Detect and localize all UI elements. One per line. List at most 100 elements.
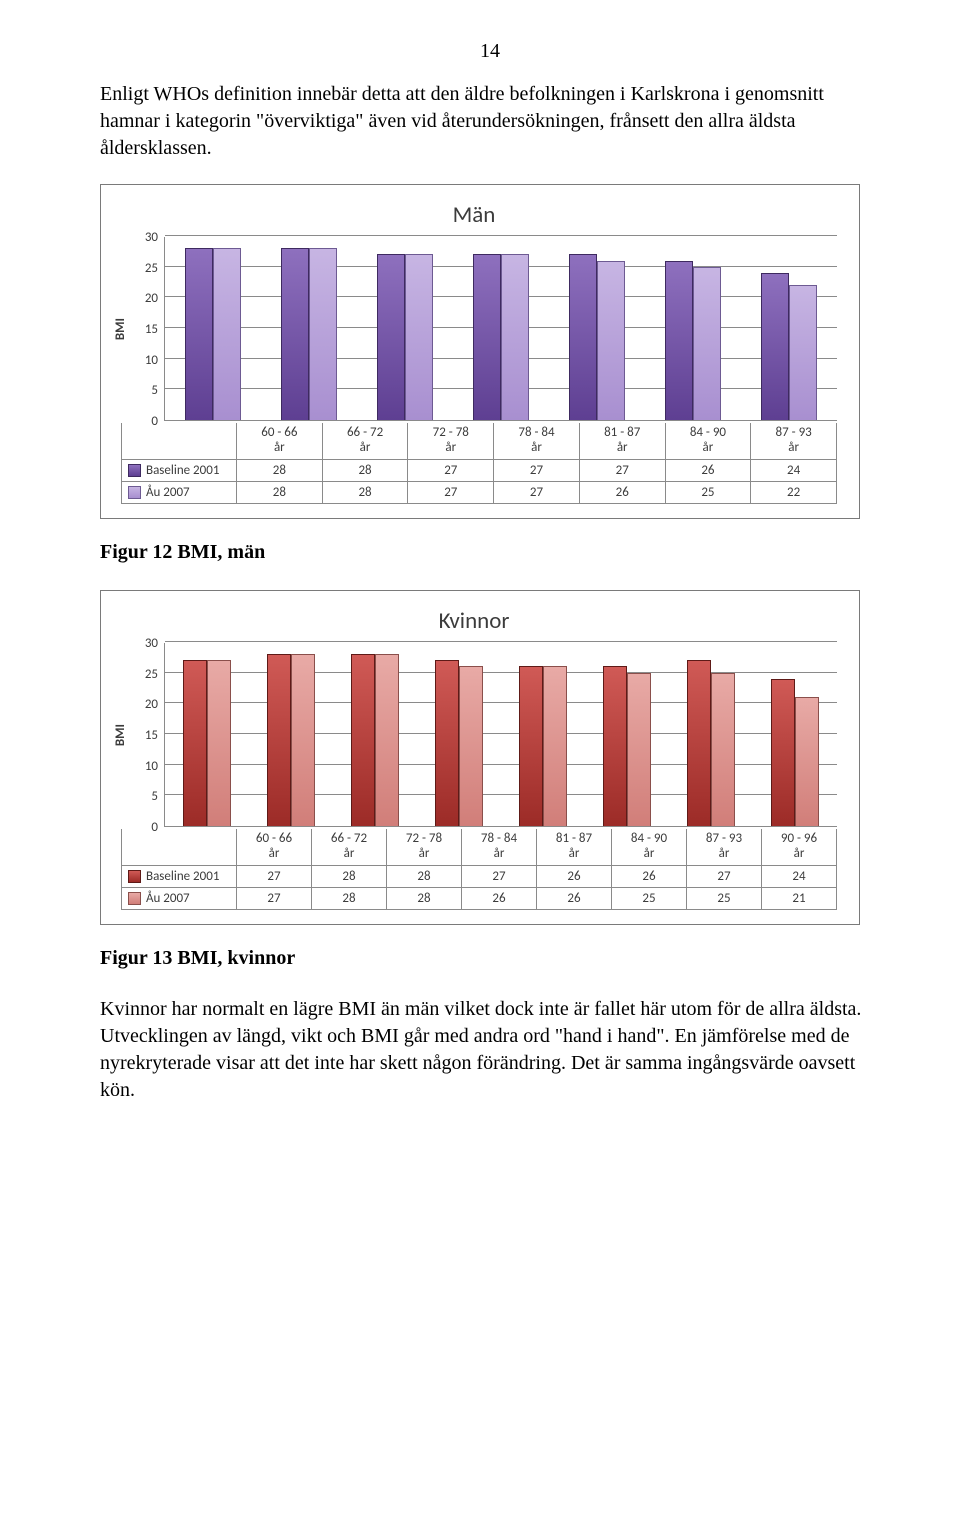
- data-cell: 26: [666, 460, 752, 482]
- bar: [267, 654, 291, 826]
- bar: [377, 254, 405, 420]
- series-label: Åu 2007: [146, 485, 190, 500]
- data-cell: 87 - 93 år: [751, 423, 837, 460]
- bar-group: [333, 654, 417, 826]
- bar-group: [453, 254, 549, 420]
- data-cell: 81 - 87 år: [537, 829, 612, 866]
- data-cell: 28: [323, 482, 409, 504]
- data-cell: 24: [762, 866, 837, 888]
- bar-group: [261, 248, 357, 420]
- data-cell: 25: [666, 482, 752, 504]
- bar: [627, 673, 651, 826]
- legend-swatch: [128, 870, 141, 883]
- figure-12-caption: Figur 12 BMI, män: [100, 541, 880, 564]
- bar: [665, 261, 693, 420]
- data-cell: 27: [580, 460, 666, 482]
- data-cell: 28: [237, 482, 323, 504]
- data-cell: 27: [494, 482, 580, 504]
- data-cell: 81 - 87 år: [580, 423, 666, 460]
- bar: [207, 660, 231, 826]
- bar-group: [357, 254, 453, 420]
- bar: [435, 660, 459, 826]
- data-cell: 87 - 93 år: [687, 829, 762, 866]
- bar-group: [741, 273, 837, 420]
- bar: [795, 697, 819, 826]
- data-cell: 72 - 78 år: [387, 829, 462, 866]
- page-number: 14: [100, 40, 880, 63]
- paragraph-intro: Enligt WHOs definition innebär detta att…: [100, 81, 880, 162]
- series-label: Baseline 2001: [146, 869, 219, 884]
- series-label: Baseline 2001: [146, 463, 219, 478]
- bar: [351, 654, 375, 826]
- data-cell: 26: [612, 866, 687, 888]
- bar: [281, 248, 309, 420]
- chart-women-ylabel: BMI: [111, 724, 130, 746]
- data-cell: 28: [237, 460, 323, 482]
- data-cell: 27: [462, 866, 537, 888]
- bar-group: [165, 248, 261, 420]
- data-cell: Åu 2007: [121, 888, 237, 910]
- legend-swatch: [128, 464, 141, 477]
- chart-women-yaxis: 302520151050: [130, 643, 164, 827]
- data-cell: 28: [387, 888, 462, 910]
- bar: [771, 679, 795, 826]
- data-cell: 72 - 78 år: [408, 423, 494, 460]
- bar: [213, 248, 241, 420]
- data-cell: Åu 2007: [121, 482, 237, 504]
- data-cell: 25: [687, 888, 762, 910]
- chart-men-data-grid: 60 - 66 år66 - 72 år72 - 78 år78 - 84 år…: [121, 423, 837, 504]
- bar: [185, 248, 213, 420]
- bar-group: [417, 660, 501, 826]
- bar: [473, 254, 501, 420]
- bar-group: [753, 679, 837, 826]
- data-cell: 28: [312, 866, 387, 888]
- bar: [569, 254, 597, 420]
- data-cell: [121, 829, 237, 866]
- chart-men-ylabel: BMI: [111, 318, 130, 340]
- bar: [291, 654, 315, 826]
- bar-group: [549, 254, 645, 420]
- data-cell: 66 - 72 år: [312, 829, 387, 866]
- bar: [597, 261, 625, 420]
- data-cell: 28: [323, 460, 409, 482]
- bar: [501, 254, 529, 420]
- data-cell: 27: [494, 460, 580, 482]
- data-cell: 27: [408, 460, 494, 482]
- legend-swatch: [128, 892, 141, 905]
- data-cell: 27: [408, 482, 494, 504]
- bar: [519, 666, 543, 825]
- chart-men-yaxis: 302520151050: [130, 237, 164, 421]
- bar: [789, 285, 817, 420]
- data-cell: Baseline 2001: [121, 866, 237, 888]
- legend-swatch: [128, 486, 141, 499]
- bar: [761, 273, 789, 420]
- bar-group: [669, 660, 753, 826]
- data-cell: 25: [612, 888, 687, 910]
- bar: [309, 248, 337, 420]
- chart-women-title: Kvinnor: [111, 607, 837, 635]
- data-cell: 84 - 90 år: [612, 829, 687, 866]
- data-cell: 26: [580, 482, 666, 504]
- data-cell: 24: [751, 460, 837, 482]
- bar: [687, 660, 711, 826]
- data-cell: Baseline 2001: [121, 460, 237, 482]
- data-cell: 26: [462, 888, 537, 910]
- data-cell: 26: [537, 866, 612, 888]
- paragraph-outro: Kvinnor har normalt en lägre BMI än män …: [100, 996, 880, 1104]
- data-cell: 84 - 90 år: [666, 423, 752, 460]
- bar: [459, 666, 483, 825]
- data-cell: 66 - 72 år: [323, 423, 409, 460]
- data-cell: 78 - 84 år: [494, 423, 580, 460]
- chart-men-plot: [164, 237, 837, 421]
- chart-men: Män BMI 302520151050 60 - 66 år66 - 72 å…: [100, 184, 860, 519]
- bar-group: [645, 261, 741, 420]
- data-cell: 21: [762, 888, 837, 910]
- data-cell: 27: [237, 888, 312, 910]
- bar: [375, 654, 399, 826]
- bar: [543, 666, 567, 825]
- series-label: Åu 2007: [146, 891, 190, 906]
- bar-group: [585, 666, 669, 825]
- bar: [711, 673, 735, 826]
- chart-women: Kvinnor BMI 302520151050 60 - 66 år66 - …: [100, 590, 860, 925]
- data-cell: 27: [237, 866, 312, 888]
